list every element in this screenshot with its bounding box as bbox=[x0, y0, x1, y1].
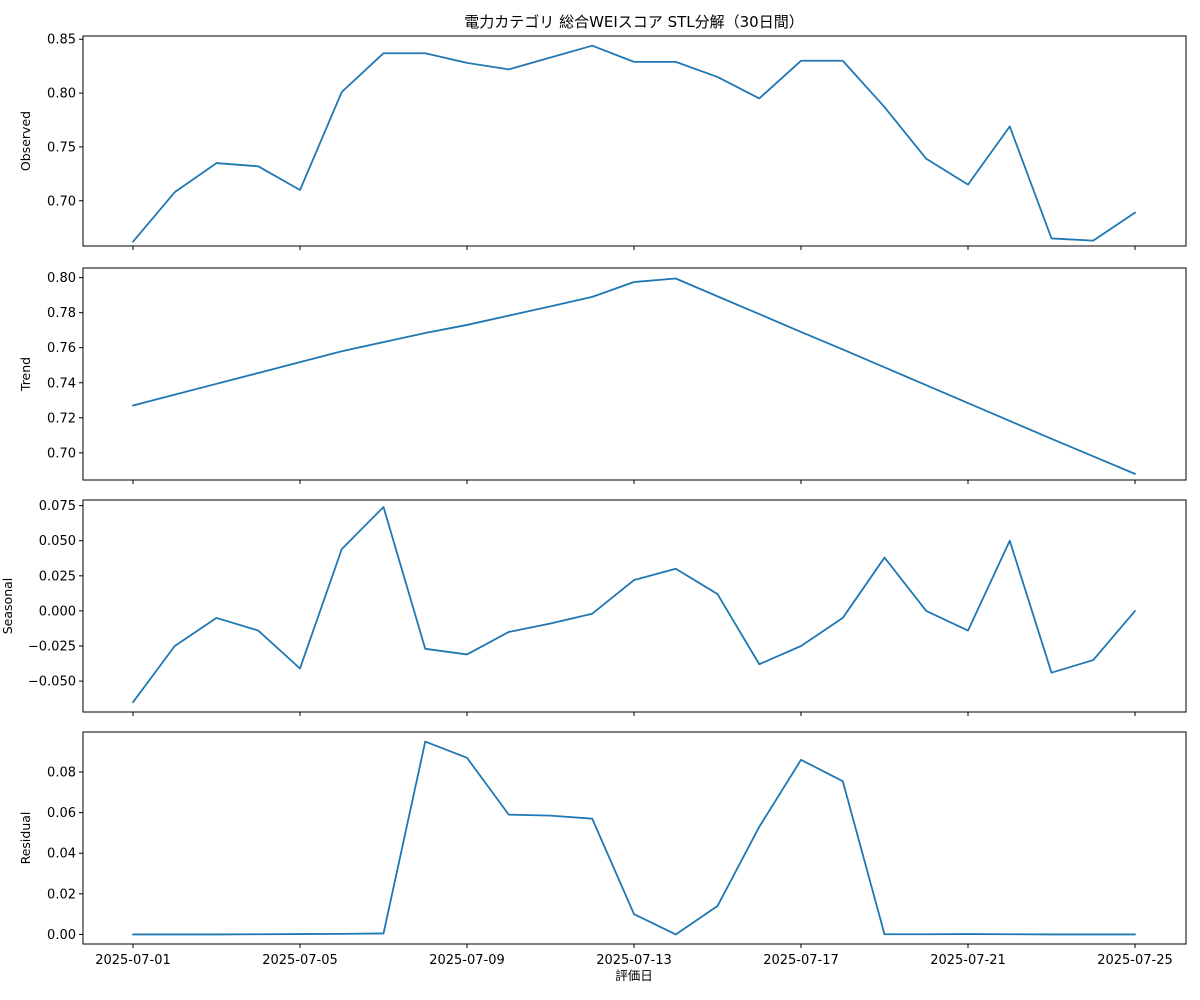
y-axis-label: Observed bbox=[18, 111, 33, 171]
series-line-trend bbox=[132, 277, 1136, 475]
series-line-seasonal bbox=[132, 506, 1136, 704]
y-tick-label: 0.76 bbox=[47, 341, 76, 356]
panel-trend: 0.70 0.72 0.74 0.76 0.78 0.80 Trend bbox=[18, 267, 1187, 484]
y-tick-label: 0.025 bbox=[39, 569, 76, 584]
y-tick-label: 0.08 bbox=[47, 766, 76, 781]
panel-seasonal: −0.050 −0.025 0.000 0.025 0.050 0.075 Seasonal bbox=[0, 499, 1187, 716]
y-tick-label: 0.85 bbox=[47, 33, 76, 48]
x-tick-label: 2025-07-17 bbox=[763, 953, 839, 968]
y-tick-label: −0.050 bbox=[28, 675, 76, 690]
x-tick-label: 2025-07-09 bbox=[429, 953, 505, 968]
x-tick-label: 2025-07-21 bbox=[930, 953, 1006, 968]
y-tick-label: 0.70 bbox=[47, 446, 76, 461]
y-tick-label: 0.075 bbox=[39, 499, 76, 514]
y-tick-label: 0.04 bbox=[47, 847, 76, 862]
y-tick-label: 0.70 bbox=[47, 194, 76, 209]
x-tick-label: 2025-07-13 bbox=[596, 953, 672, 968]
x-tick-label: 2025-07-01 bbox=[95, 953, 171, 968]
plot-frame bbox=[82, 499, 1187, 713]
plot-frame bbox=[82, 731, 1187, 945]
y-tick-label: 0.02 bbox=[47, 887, 76, 902]
y-tick-label: 0.06 bbox=[47, 806, 76, 821]
y-tick-label: 0.00 bbox=[47, 928, 76, 943]
y-tick-label: 0.74 bbox=[47, 376, 76, 391]
x-tick-label: 2025-07-25 bbox=[1097, 953, 1173, 968]
y-axis-label: Seasonal bbox=[0, 578, 15, 635]
y-axis-label: Residual bbox=[18, 812, 33, 865]
figure-title: 電力カテゴリ 総合WEIスコア STL分解（30日間） bbox=[464, 13, 803, 31]
x-tick-label: 2025-07-05 bbox=[262, 953, 338, 968]
y-tick-label: 0.80 bbox=[47, 87, 76, 102]
y-tick-label: 0.050 bbox=[39, 534, 76, 549]
plot-frame bbox=[82, 267, 1187, 481]
x-axis-label: 評価日 bbox=[615, 968, 653, 983]
panel-residual: 0.00 0.02 0.04 0.06 0.08 Residual 2025-07-01 20… bbox=[18, 731, 1187, 968]
y-tick-label: 0.75 bbox=[47, 140, 76, 155]
series-line-residual bbox=[132, 740, 1136, 936]
y-tick-label: 0.78 bbox=[47, 306, 76, 321]
series-line-observed bbox=[132, 44, 1136, 243]
y-tick-label: 0.72 bbox=[47, 411, 76, 426]
y-tick-label: 0.000 bbox=[39, 604, 76, 619]
y-axis-label: Trend bbox=[18, 357, 33, 392]
plot-frame bbox=[82, 35, 1187, 247]
panel-observed: 0.70 0.75 0.80 0.85 Observed bbox=[18, 33, 1187, 250]
y-tick-label: −0.025 bbox=[28, 640, 76, 655]
y-tick-label: 0.80 bbox=[47, 271, 76, 286]
